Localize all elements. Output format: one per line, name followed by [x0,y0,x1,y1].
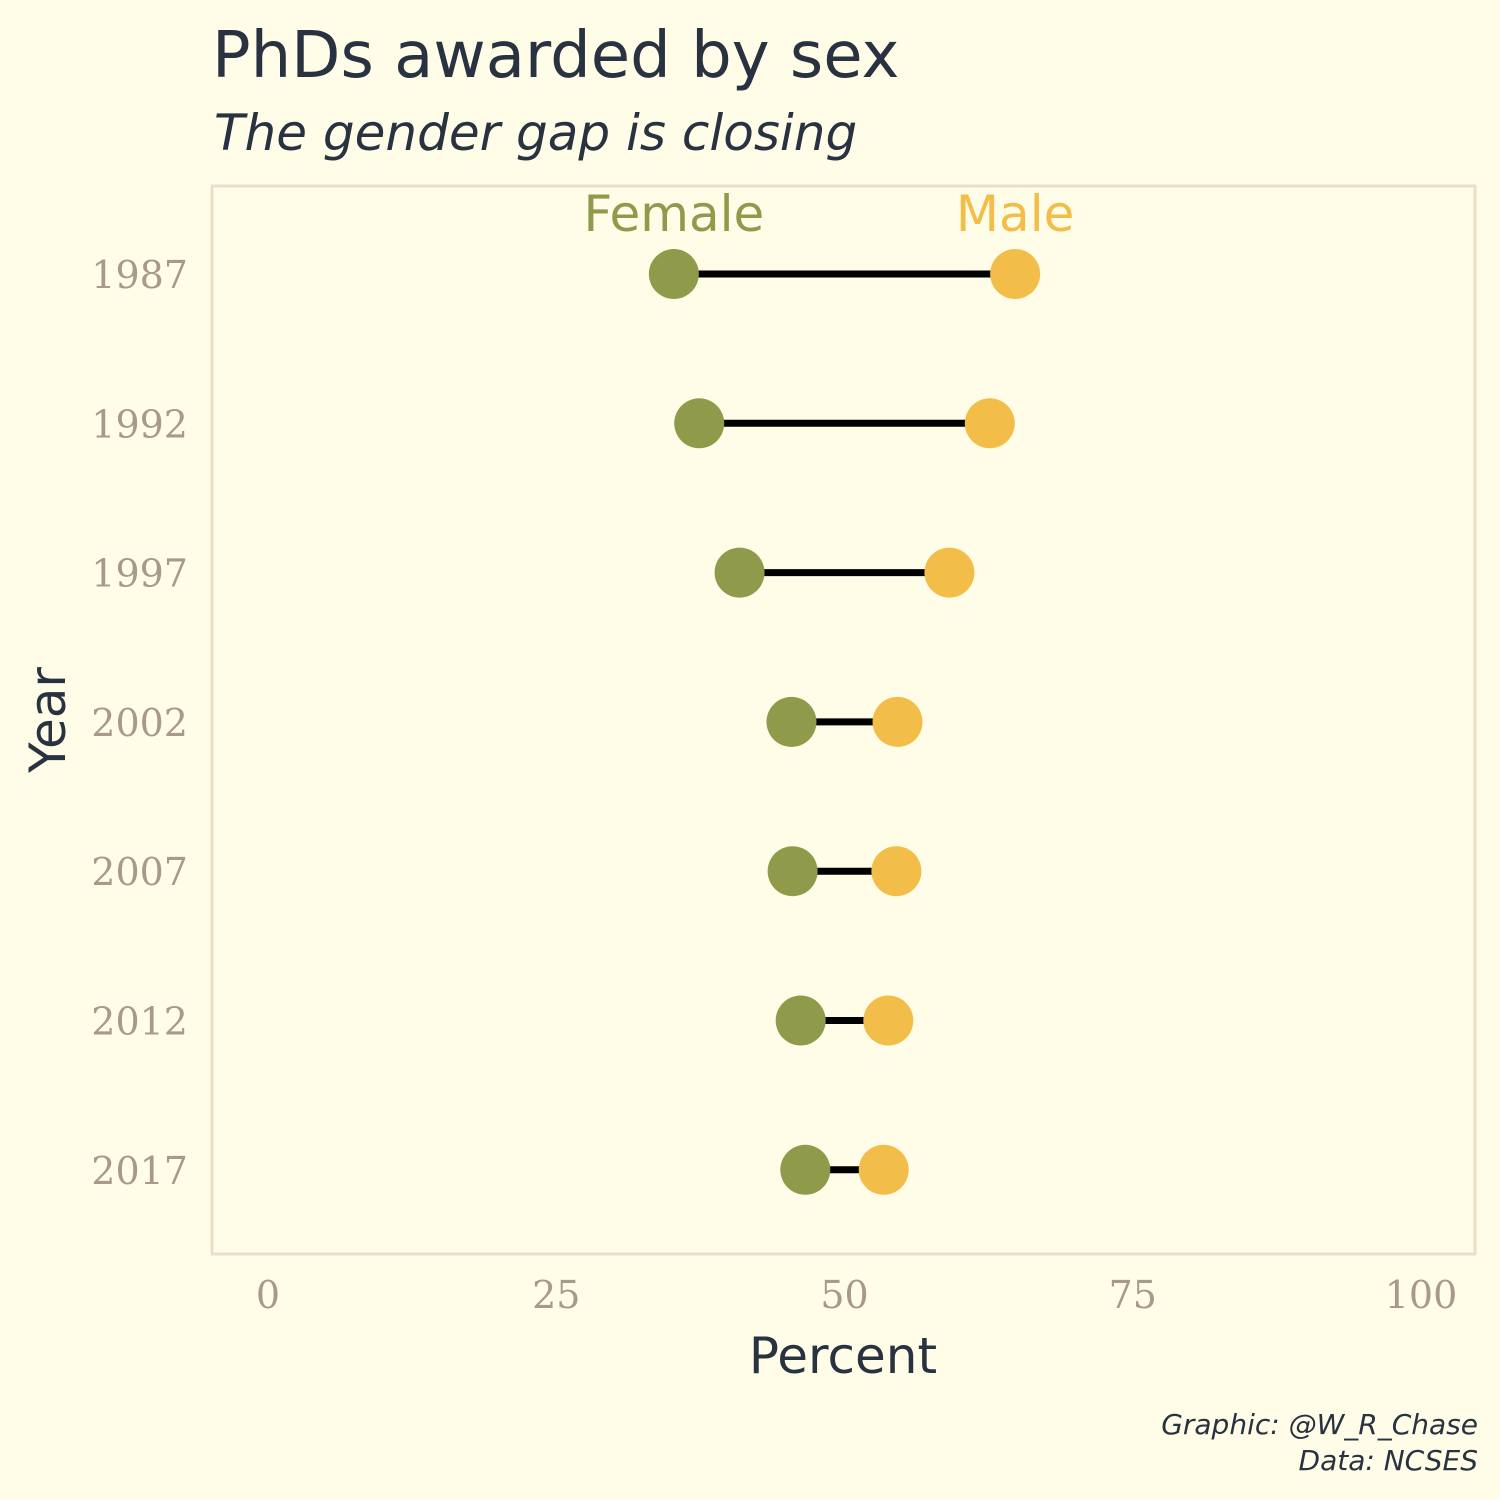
point-female-1987 [648,249,699,299]
point-female-2002 [766,696,817,747]
y-tick-label-2012: 2012 [91,1000,188,1044]
y-tick-label-2007: 2007 [91,850,188,894]
point-female-2012 [775,995,826,1046]
y-axis-ticks: 1987 1992 1997 2002 2007 2012 2017 [91,253,188,1193]
chart-title: PhDs awarded by sex [212,19,899,93]
y-tick-label-1997: 1997 [91,552,188,596]
x-tick-label-0: 0 [256,1273,280,1317]
point-male-2017 [858,1144,909,1195]
series-label-female: Female [583,185,764,243]
series-labels: Female Male [583,185,1074,243]
y-tick-label-2017: 2017 [91,1149,188,1193]
dumbbell-points [648,249,1041,1195]
point-female-1997 [714,547,765,598]
point-male-1987 [990,249,1041,299]
point-female-1992 [674,398,725,449]
point-male-2007 [871,846,922,897]
point-female-2007 [767,846,818,897]
y-tick-label-1992: 1992 [91,402,188,446]
x-tick-label-75: 75 [1109,1273,1157,1317]
point-male-1997 [924,547,975,598]
point-female-2017 [780,1144,831,1195]
point-male-2012 [863,995,914,1046]
x-tick-label-25: 25 [532,1273,580,1317]
series-label-male: Male [956,185,1074,243]
point-male-1992 [964,398,1015,449]
x-axis-ticks: 0 25 50 75 100 [256,1273,1457,1317]
y-axis-title: Year [19,667,77,774]
x-tick-label-50: 50 [820,1273,868,1317]
y-tick-label-2002: 2002 [91,701,188,745]
x-tick-label-100: 100 [1385,1273,1458,1317]
y-tick-label-1987: 1987 [91,253,188,297]
point-male-2002 [872,696,923,747]
chart-subtitle: The gender gap is closing [214,104,857,162]
dumbbell-segments [673,270,1016,1174]
caption-graphic: Graphic: @W_R_Chase [1161,1408,1478,1441]
caption-data: Data: NCSES [1299,1444,1478,1477]
panel-border [210,184,1477,1256]
x-axis-title: Percent [749,1327,937,1385]
